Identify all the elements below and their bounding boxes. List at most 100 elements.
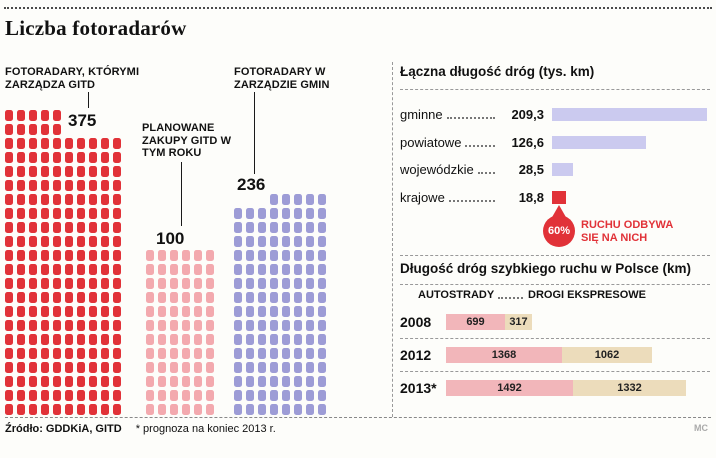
- speed-camera-icon: [53, 110, 61, 121]
- pointer-line: [88, 92, 89, 108]
- speed-camera-icon: [246, 334, 254, 345]
- speed-camera-icon: [53, 390, 61, 401]
- speed-camera-icon: [234, 292, 242, 303]
- speed-camera-icon: [270, 348, 278, 359]
- pictogram-grid-gitd: [5, 110, 125, 418]
- speed-camera-icon: [294, 404, 302, 415]
- speed-camera-icon: [65, 222, 73, 233]
- speed-camera-icon: [258, 390, 266, 401]
- speed-camera-icon: [182, 306, 190, 317]
- top-rule: [4, 7, 712, 9]
- speed-camera-icon: [194, 306, 202, 317]
- speed-camera-icon: [65, 292, 73, 303]
- speed-camera-icon: [270, 264, 278, 275]
- speed-camera-icon: [77, 166, 85, 177]
- speed-camera-icon: [182, 404, 190, 415]
- speed-camera-icon: [158, 376, 166, 387]
- road-type-label: wojewódzkie: [400, 162, 474, 178]
- speed-camera-icon: [5, 194, 13, 205]
- speed-camera-icon: [282, 278, 290, 289]
- speed-camera-icon: [182, 362, 190, 373]
- speed-camera-icon: [53, 152, 61, 163]
- road-bar-track: [552, 135, 710, 149]
- speed-camera-icon: [89, 404, 97, 415]
- speed-camera-icon: [113, 250, 121, 261]
- speed-camera-icon: [29, 138, 37, 149]
- highway-row: 2013* 1492 1332: [400, 371, 710, 404]
- speed-camera-icon: [53, 292, 61, 303]
- speed-camera-icon: [158, 320, 166, 331]
- speed-camera-icon: [206, 264, 214, 275]
- speed-camera-icon: [89, 362, 97, 373]
- speed-camera-icon: [77, 278, 85, 289]
- speed-camera-icon: [17, 278, 25, 289]
- speed-camera-icon: [113, 320, 121, 331]
- pictogram-value-planned: 100: [156, 229, 185, 248]
- speed-camera-icon: [306, 320, 314, 331]
- road-bar-track: [552, 108, 710, 122]
- speed-camera-icon: [65, 376, 73, 387]
- speed-camera-icon: [29, 152, 37, 163]
- pictogram-label-planned: PLANOWANE ZAKUPY GITD W TYM ROKU: [142, 122, 232, 159]
- speed-camera-icon: [5, 390, 13, 401]
- speed-camera-icon: [146, 390, 154, 401]
- speed-camera-icon: [89, 264, 97, 275]
- speed-camera-icon: [206, 306, 214, 317]
- speed-camera-icon: [5, 362, 13, 373]
- speed-camera-icon: [282, 250, 290, 261]
- speed-camera-icon: [53, 264, 61, 275]
- speed-camera-icon: [53, 348, 61, 359]
- footer-rule: [5, 417, 711, 418]
- speed-camera-icon: [5, 208, 13, 219]
- speed-camera-icon: [306, 404, 314, 415]
- road-length-value: 18,8: [518, 189, 544, 205]
- speed-camera-icon: [89, 390, 97, 401]
- speed-camera-icon: [294, 306, 302, 317]
- speed-camera-icon: [282, 334, 290, 345]
- speed-camera-icon: [101, 180, 109, 191]
- speed-camera-icon: [170, 278, 178, 289]
- speed-camera-icon: [206, 390, 214, 401]
- speed-camera-icon: [182, 320, 190, 331]
- speed-camera-icon: [282, 208, 290, 219]
- speed-camera-icon: [5, 306, 13, 317]
- speed-camera-icon: [194, 348, 202, 359]
- speed-camera-icon: [270, 236, 278, 247]
- speed-camera-icon: [146, 376, 154, 387]
- speed-camera-icon: [17, 264, 25, 275]
- speed-camera-icon: [294, 208, 302, 219]
- roads-section-title: Łączna długość dróg (tys. km): [400, 64, 595, 79]
- speed-camera-icon: [258, 236, 266, 247]
- road-bar: [552, 163, 573, 177]
- speed-camera-icon: [113, 376, 121, 387]
- pictogram-value-gmina: 236: [237, 175, 266, 194]
- speed-camera-icon: [194, 334, 202, 345]
- speed-camera-icon: [258, 278, 266, 289]
- speed-camera-icon: [53, 278, 61, 289]
- speed-camera-icon: [234, 208, 242, 219]
- roads-chart: gminne 209,3 powiatowe 126,6 wojewódzkie 28,5…: [400, 101, 710, 211]
- speed-camera-icon: [41, 250, 49, 261]
- footnote: * prognoza na koniec 2013 r.: [135, 423, 276, 435]
- speed-camera-icon: [101, 278, 109, 289]
- speed-camera-icon: [65, 166, 73, 177]
- speed-camera-icon: [306, 278, 314, 289]
- road-row: gminne 209,3: [400, 101, 710, 129]
- speed-camera-icon: [246, 348, 254, 359]
- speed-camera-icon: [306, 362, 314, 373]
- speed-camera-icon: [101, 404, 109, 415]
- year-label: 2012: [400, 347, 432, 363]
- speed-camera-icon: [306, 292, 314, 303]
- road-length-value: 28,5: [518, 162, 544, 178]
- speed-camera-icon: [258, 222, 266, 233]
- speed-camera-icon: [5, 348, 13, 359]
- speed-camera-icon: [206, 404, 214, 415]
- speed-camera-icon: [41, 376, 49, 387]
- speed-camera-icon: [53, 166, 61, 177]
- speed-camera-icon: [5, 110, 13, 121]
- speed-camera-icon: [53, 250, 61, 261]
- speed-camera-icon: [77, 306, 85, 317]
- speed-camera-icon: [89, 348, 97, 359]
- speed-camera-icon: [77, 264, 85, 275]
- speed-camera-icon: [282, 264, 290, 275]
